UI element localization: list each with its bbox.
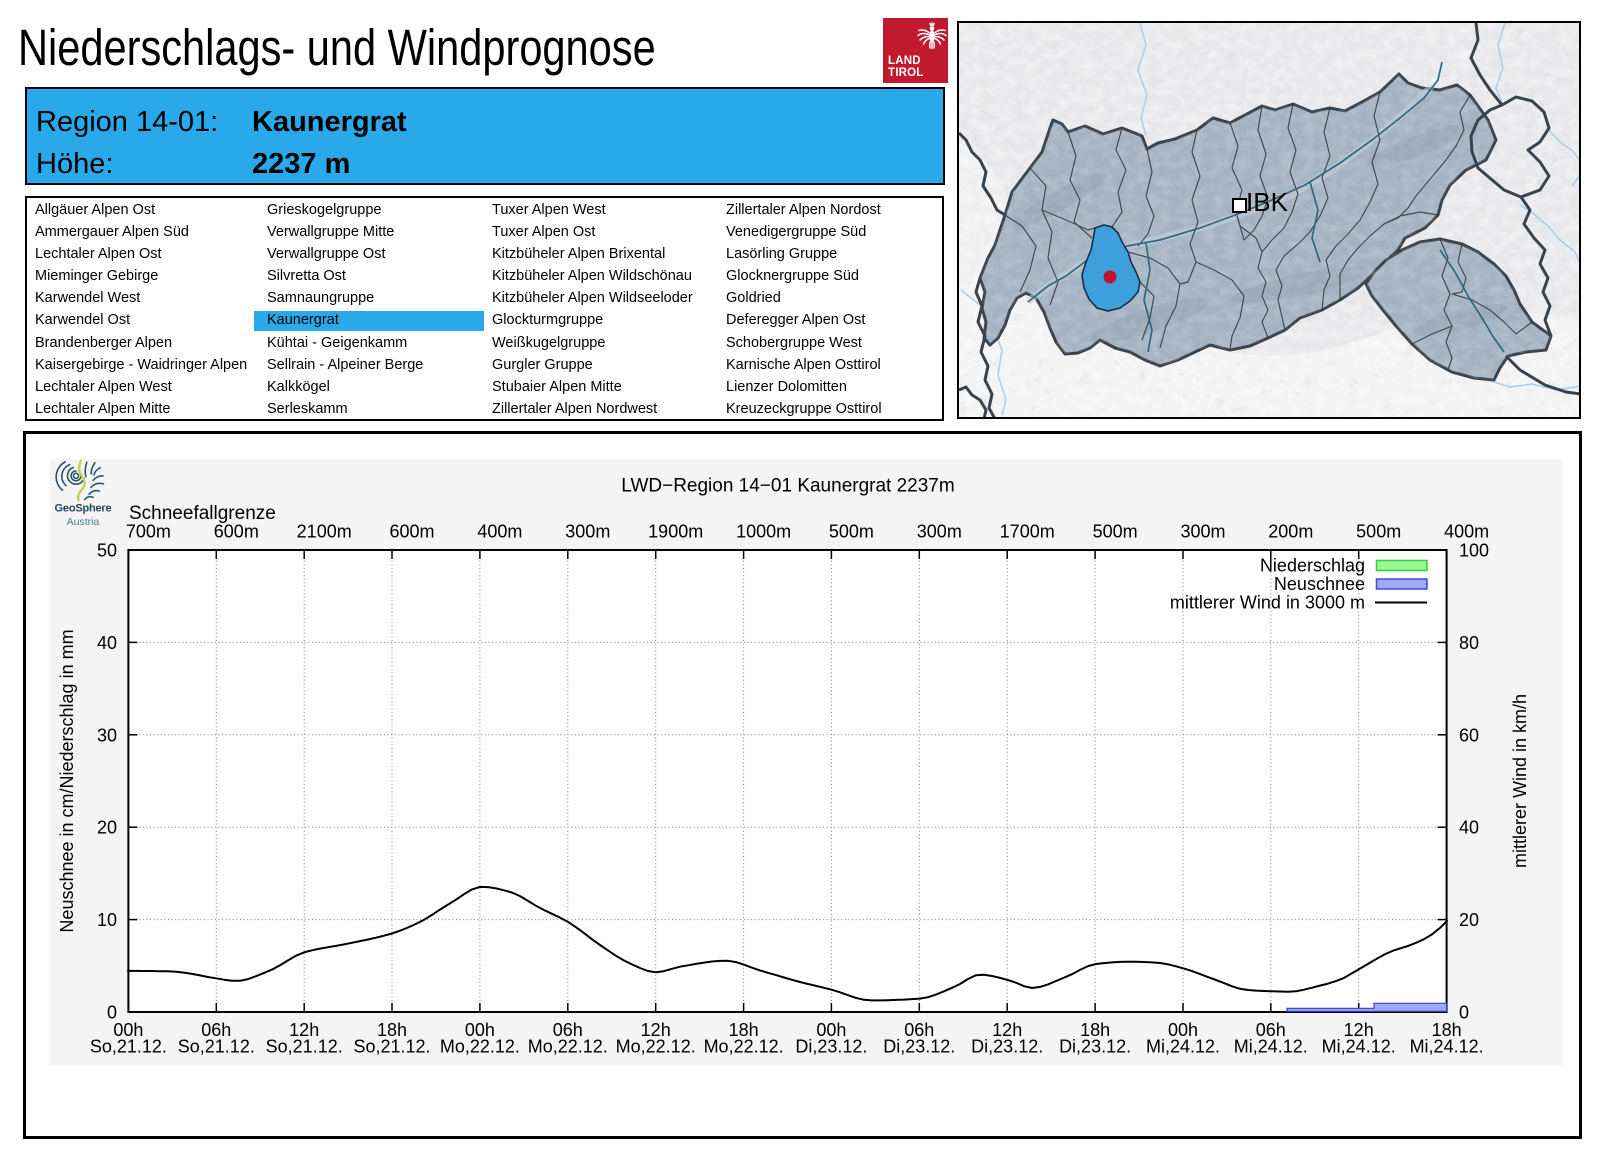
svg-text:300m: 300m [1180,522,1225,542]
svg-text:12h: 12h [1344,1020,1374,1040]
svg-text:So,21.12.: So,21.12. [353,1037,430,1057]
svg-text:300m: 300m [917,522,962,542]
svg-text:40: 40 [97,633,117,653]
svg-text:80: 80 [1459,633,1479,653]
svg-text:LWD−Region 14−01 Kaunergrat 22: LWD−Region 14−01 Kaunergrat 2237m [621,476,954,497]
svg-text:2100m: 2100m [297,522,352,542]
svg-text:1000m: 1000m [736,522,791,542]
svg-text:Neuschnee: Neuschnee [1274,574,1365,594]
svg-text:06h: 06h [201,1020,231,1040]
svg-text:Austria: Austria [67,516,100,528]
svg-text:Mi,24.12.: Mi,24.12. [1322,1037,1396,1057]
svg-text:400m: 400m [1444,522,1489,542]
svg-text:600m: 600m [214,522,259,542]
svg-text:00h: 00h [465,1020,495,1040]
svg-text:Mo,22.12.: Mo,22.12. [704,1037,784,1057]
svg-text:1700m: 1700m [1000,522,1055,542]
svg-text:60: 60 [1459,725,1479,745]
svg-text:06h: 06h [553,1020,583,1040]
svg-text:12h: 12h [289,1020,319,1040]
svg-text:So,21.12.: So,21.12. [178,1037,255,1057]
svg-text:400m: 400m [477,522,522,542]
svg-text:0: 0 [107,1003,117,1023]
svg-text:100: 100 [1459,541,1489,561]
svg-text:600m: 600m [389,522,434,542]
svg-text:Mi,24.12.: Mi,24.12. [1146,1037,1220,1057]
svg-text:300m: 300m [565,522,610,542]
svg-text:Di,23.12.: Di,23.12. [971,1037,1043,1057]
svg-text:0: 0 [1459,1003,1469,1023]
svg-text:500m: 500m [1356,522,1401,542]
svg-text:18h: 18h [1080,1020,1110,1040]
svg-text:Neuschnee in cm/Niederschlag i: Neuschnee in cm/Niederschlag in mm [57,629,77,932]
svg-text:18h: 18h [729,1020,759,1040]
svg-text:10: 10 [97,910,117,930]
svg-text:Schneefallgrenze: Schneefallgrenze [129,503,276,524]
svg-text:mittlerer Wind in 3000 m: mittlerer Wind in 3000 m [1170,593,1365,613]
svg-text:00h: 00h [1168,1020,1198,1040]
svg-text:20: 20 [97,818,117,838]
svg-text:30: 30 [97,725,117,745]
svg-text:500m: 500m [829,522,874,542]
svg-text:Mi,24.12.: Mi,24.12. [1234,1037,1308,1057]
svg-text:06h: 06h [1256,1020,1286,1040]
svg-text:IBK: IBK [1246,187,1289,217]
svg-text:12h: 12h [641,1020,671,1040]
svg-text:Di,23.12.: Di,23.12. [1059,1037,1131,1057]
svg-text:40: 40 [1459,818,1479,838]
svg-text:50: 50 [97,541,117,561]
svg-text:06h: 06h [904,1020,934,1040]
svg-text:So,21.12.: So,21.12. [266,1037,343,1057]
svg-text:00h: 00h [113,1020,143,1040]
svg-text:Mo,22.12.: Mo,22.12. [616,1037,696,1057]
svg-text:So,21.12.: So,21.12. [90,1037,167,1057]
svg-text:Di,23.12.: Di,23.12. [883,1037,955,1057]
svg-text:20: 20 [1459,910,1479,930]
svg-text:Niederschlag: Niederschlag [1260,556,1365,576]
svg-text:200m: 200m [1268,522,1313,542]
svg-text:1900m: 1900m [648,522,703,542]
svg-text:Mi,24.12.: Mi,24.12. [1410,1037,1484,1057]
svg-text:Di,23.12.: Di,23.12. [795,1037,867,1057]
svg-text:700m: 700m [126,522,171,542]
svg-text:12h: 12h [992,1020,1022,1040]
svg-text:18h: 18h [1432,1020,1462,1040]
svg-text:500m: 500m [1093,522,1138,542]
svg-text:GeoSphere: GeoSphere [55,503,112,515]
svg-text:mittlerer Wind in km/h: mittlerer Wind in km/h [1510,694,1530,868]
svg-text:18h: 18h [377,1020,407,1040]
svg-text:00h: 00h [816,1020,846,1040]
svg-text:Mo,22.12.: Mo,22.12. [528,1037,608,1057]
svg-text:Mo,22.12.: Mo,22.12. [440,1037,520,1057]
